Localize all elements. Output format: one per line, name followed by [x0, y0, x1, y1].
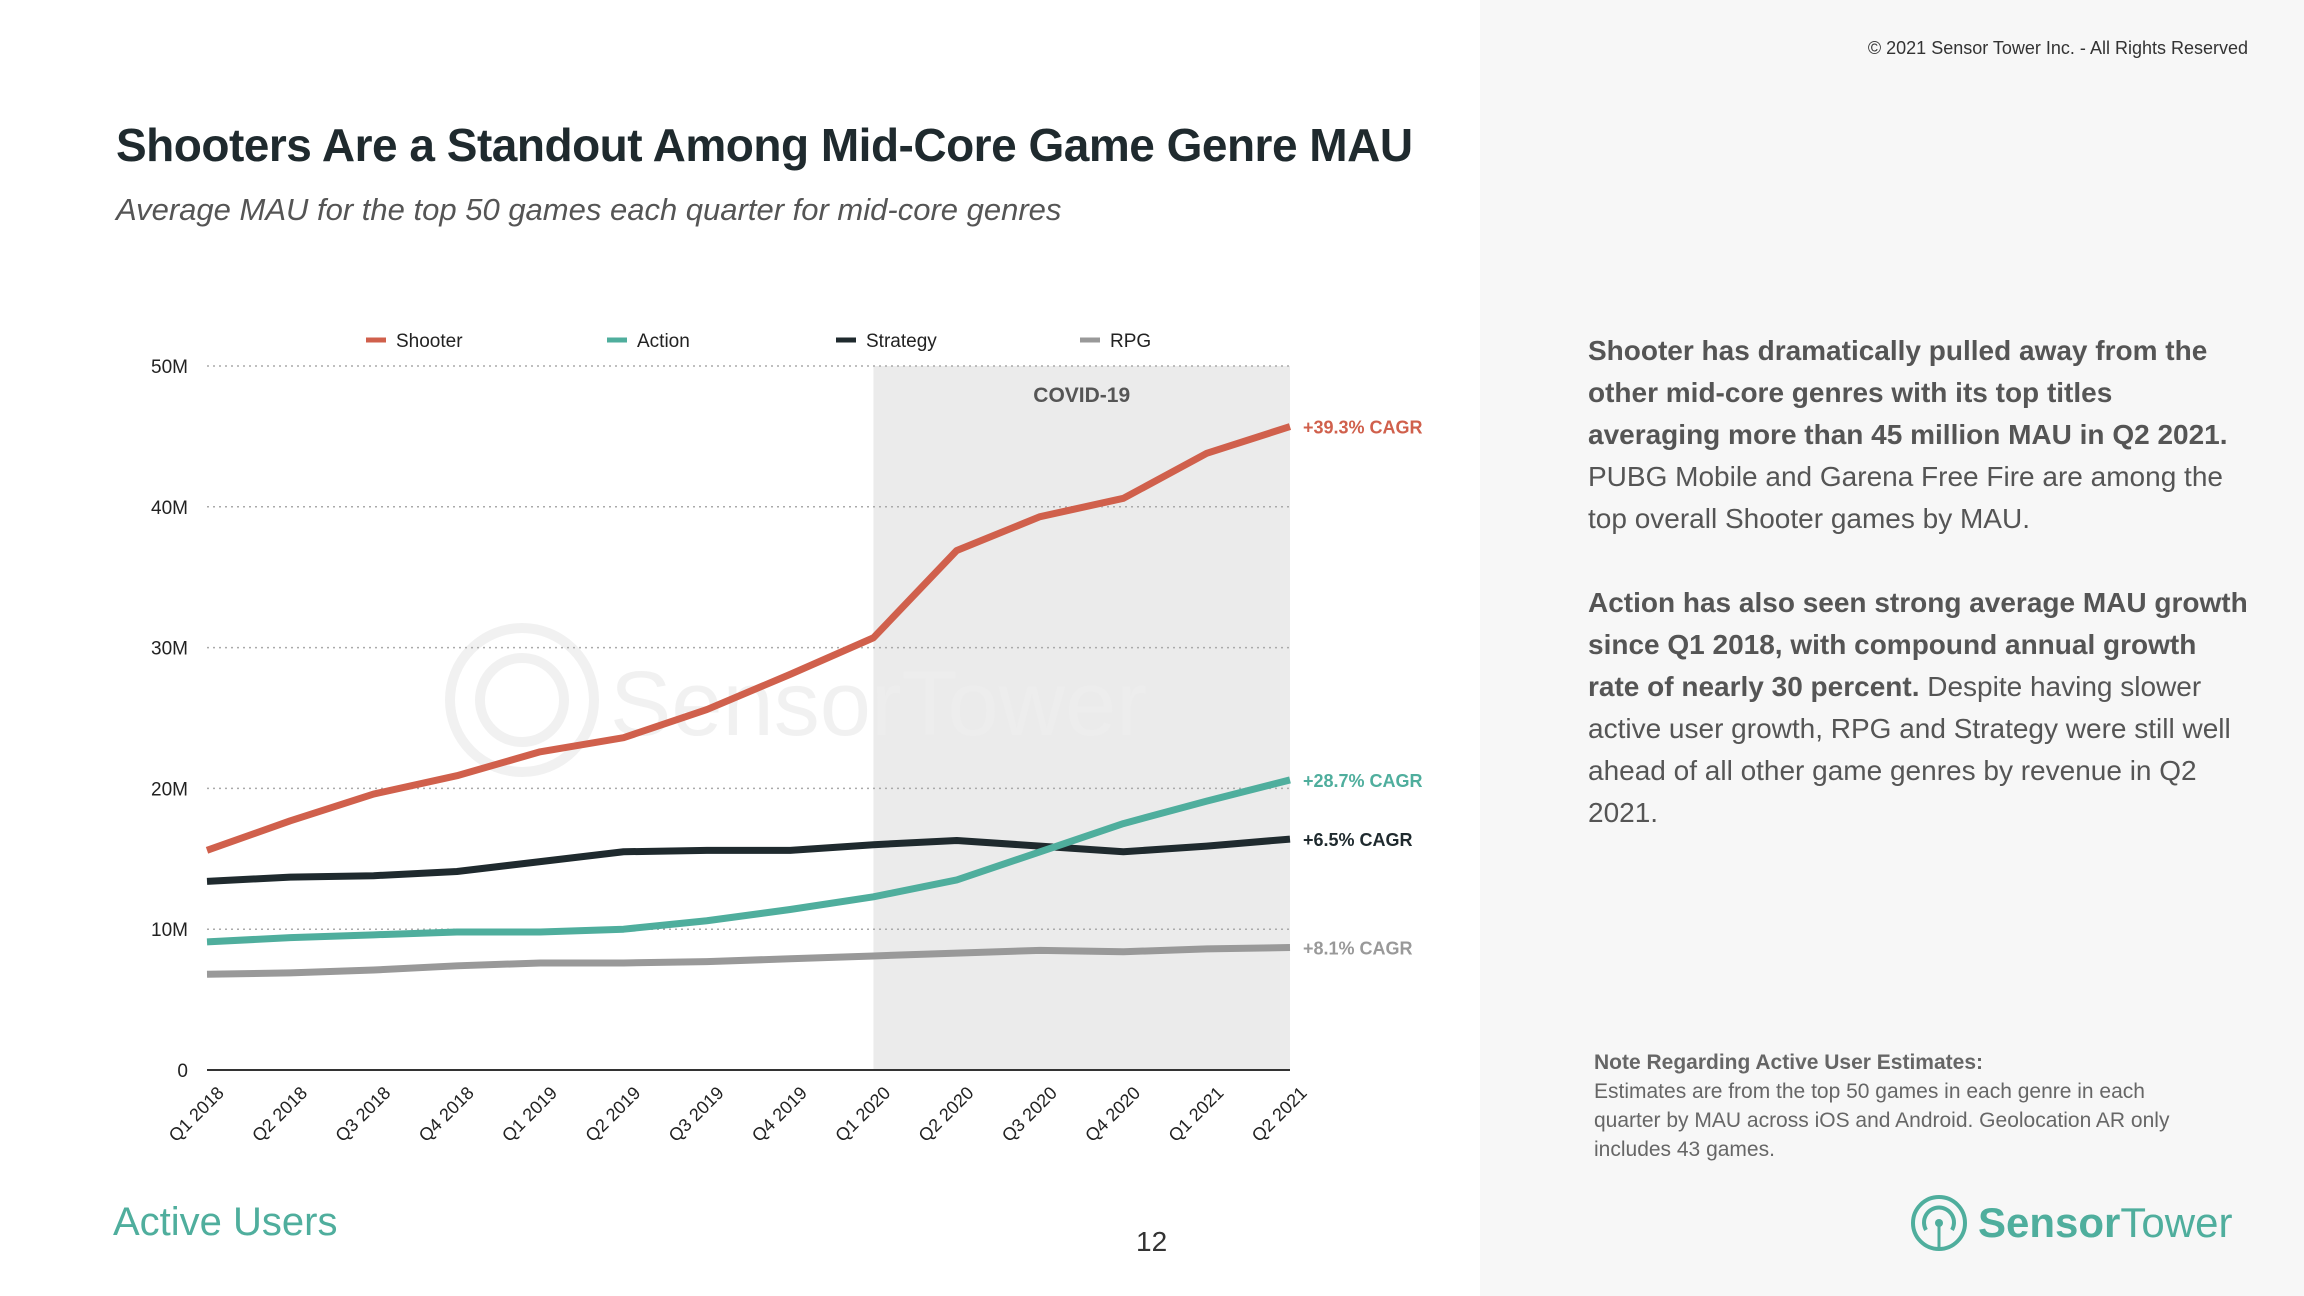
x-tick-label: Q2 2019: [581, 1083, 644, 1146]
note-heading: Note Regarding Active User Estimates:: [1594, 1051, 1984, 1074]
logo-bold: Sensor: [1978, 1199, 2121, 1246]
x-tick-label: Q1 2018: [165, 1083, 228, 1146]
y-tick-label: 20M: [151, 779, 188, 800]
insight-2-rest: Despite having slower active user growth…: [1588, 671, 2231, 828]
cagr-label-action: +28.7% CAGR: [1303, 771, 1423, 791]
logo-light: Tower: [2120, 1199, 2233, 1246]
logo-icon: [1911, 1195, 1967, 1251]
x-tick-label: Q4 2020: [1081, 1083, 1144, 1146]
side-panel: [1480, 0, 2304, 1296]
copyright: © 2021 Sensor Tower Inc. - All Rights Re…: [1867, 38, 2248, 58]
section-label: Active Users: [113, 1200, 338, 1244]
insight-1-rest: PUBG Mobile and Garena Free Fire are amo…: [1588, 461, 2223, 534]
series-line-strategy: [206, 835, 1291, 885]
note: Note Regarding Active User Estimates: Es…: [1594, 1048, 2214, 1164]
x-tick-label: Q3 2019: [665, 1083, 728, 1146]
legend-label-strategy: Strategy: [866, 331, 937, 352]
cagr-label-rpg: +8.1% CAGR: [1303, 939, 1413, 959]
watermark-icon: [445, 623, 599, 777]
x-tick-label: Q2 2020: [915, 1083, 978, 1146]
insight-text: Shooter has dramatically pulled away fro…: [1588, 330, 2248, 876]
x-tick-label: Q2 2018: [248, 1083, 311, 1146]
legend-label-shooter: Shooter: [396, 331, 463, 352]
watermark-text: SensorTower: [610, 653, 1147, 755]
series-line-shooter: [205, 423, 1292, 854]
x-tick-label: Q1 2020: [831, 1083, 894, 1146]
legend-label-rpg: RPG: [1110, 331, 1151, 352]
x-tick-label: Q2 2021: [1248, 1083, 1311, 1146]
x-tick-label: Q3 2020: [998, 1083, 1061, 1146]
series-line-rpg: [206, 944, 1291, 978]
insight-2-bold: Action has also seen strong average MAU …: [1588, 587, 2248, 702]
sensor-tower-logo: SensorTower: [1910, 1194, 2232, 1252]
y-tick-label: 50M: [151, 357, 188, 378]
x-tick-label: Q3 2018: [331, 1083, 394, 1146]
y-tick-label: 30M: [151, 639, 188, 660]
watermark-icon-inner: [475, 653, 569, 747]
page-title: Shooters Are a Standout Among Mid-Core G…: [116, 119, 1413, 171]
cagr-label-strategy: +6.5% CAGR: [1303, 830, 1413, 850]
series-line-action: [206, 776, 1291, 946]
y-tick-label: 10M: [151, 920, 188, 941]
page-number: 12: [1136, 1226, 1168, 1257]
covid-label: COVID-19: [1033, 384, 1130, 407]
x-tick-label: Q1 2019: [498, 1083, 561, 1146]
line-chart: COVID-19 SensorTower 0 10M 20M 30M 40M 50M Q1 20…: [151, 331, 1423, 1146]
note-body: Estimates are from the top 50 games in e…: [1594, 1080, 2170, 1161]
page-subtitle: Average MAU for the top 50 games each qu…: [116, 192, 1062, 227]
x-tick-label: Q4 2019: [748, 1083, 811, 1146]
insight-1-bold: Shooter has dramatically pulled away fro…: [1588, 335, 2228, 450]
cagr-label-shooter: +39.3% CAGR: [1303, 418, 1423, 438]
x-tick-label: Q1 2021: [1165, 1083, 1228, 1146]
x-tick-label: Q4 2018: [415, 1083, 478, 1146]
legend-label-action: Action: [637, 331, 690, 352]
y-tick-label: 0: [177, 1061, 188, 1082]
y-tick-label: 40M: [151, 498, 188, 519]
